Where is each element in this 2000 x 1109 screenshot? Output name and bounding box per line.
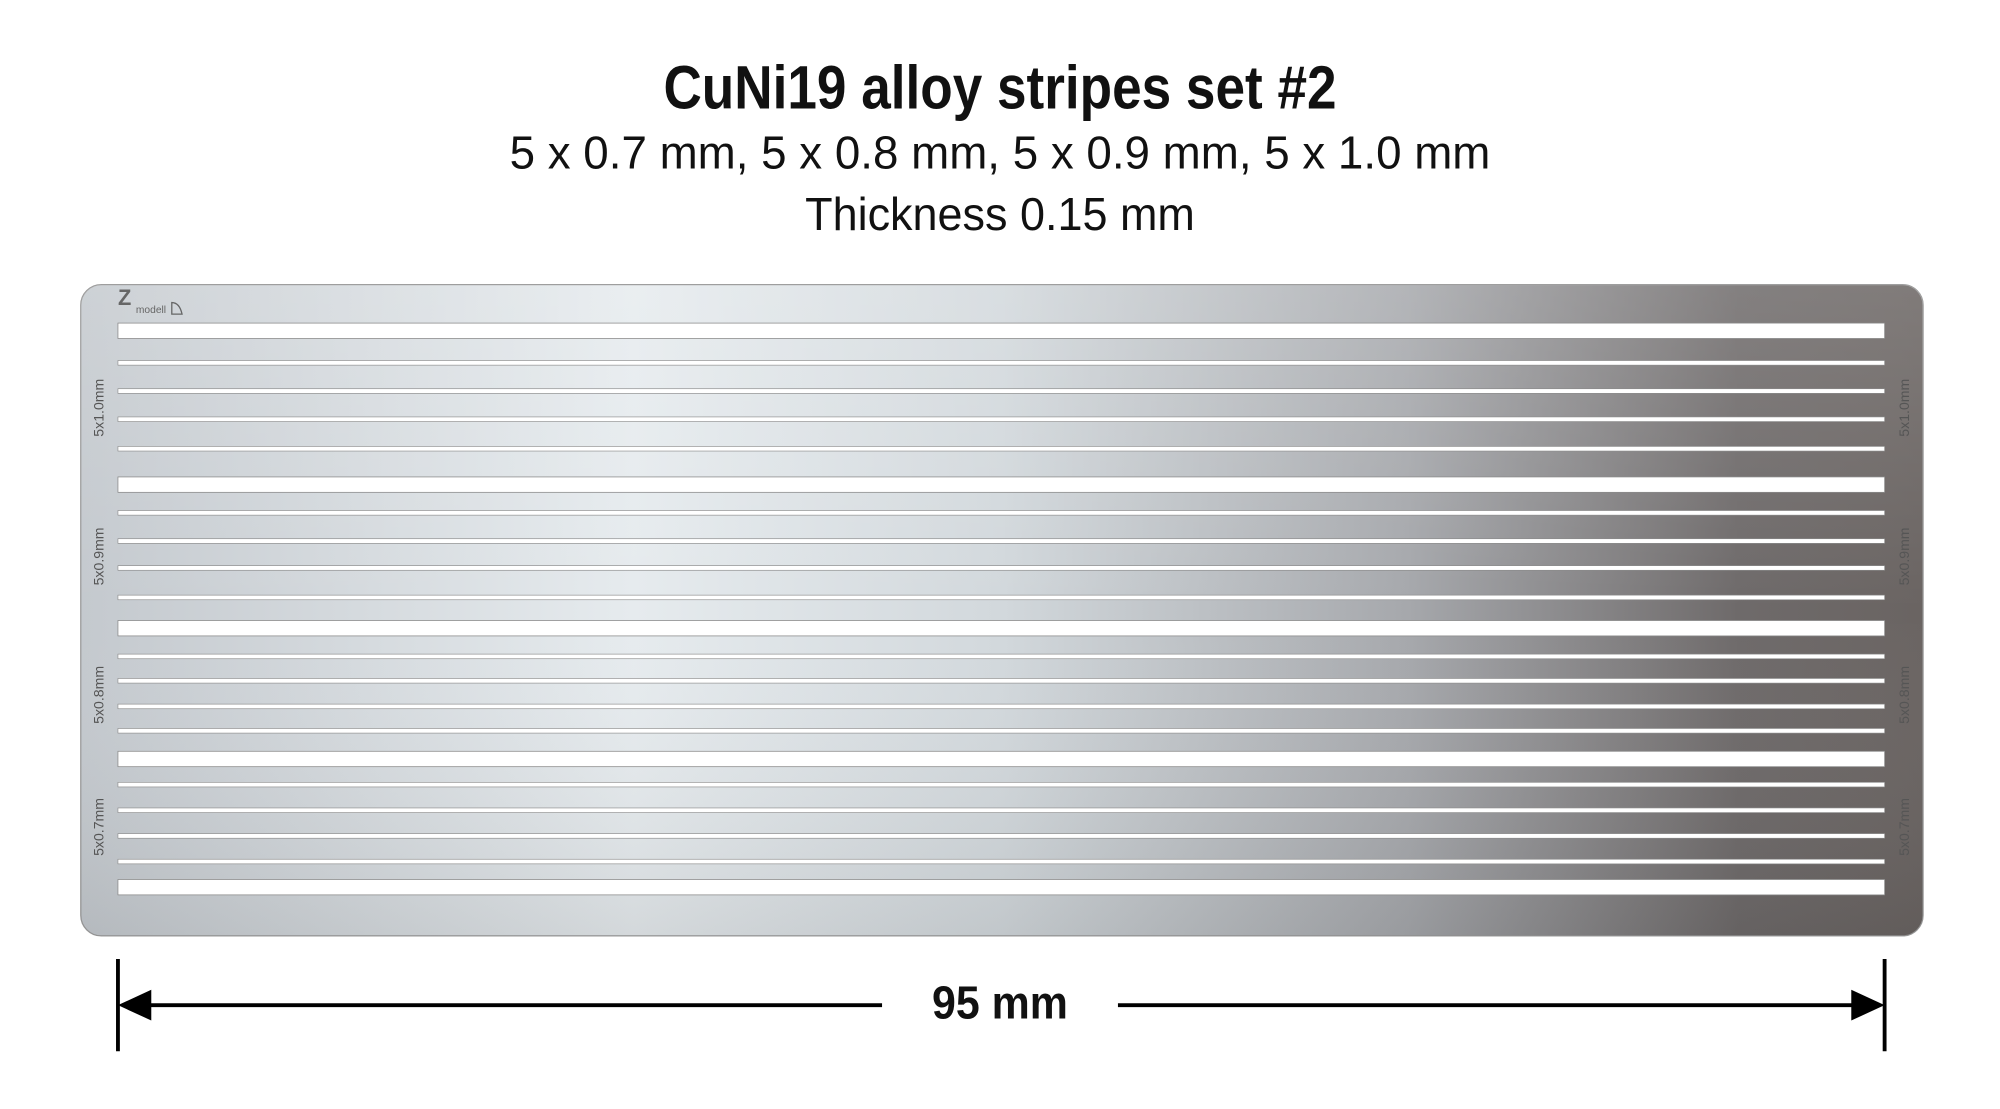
slit <box>117 446 1885 452</box>
subtitle: 5 x 0.7 mm, 5 x 0.8 mm, 5 x 0.9 mm, 5 x … <box>510 127 1491 179</box>
slit <box>117 653 1885 660</box>
metal-plate: Z modell 5x1.0mm 5x1.0mm 5x0.9mm 5x0.9mm 5x0… <box>80 283 1924 937</box>
logo-text: modell <box>136 305 166 316</box>
dim-label: 95 mm <box>932 977 1068 1029</box>
slit <box>117 782 1885 788</box>
logo-mark <box>171 301 183 315</box>
title: CuNi19 alloy stripes set #2 <box>663 54 1336 123</box>
slit <box>117 565 1885 571</box>
slot <box>117 879 1885 896</box>
slit <box>117 703 1885 710</box>
slot <box>117 322 1885 339</box>
slit <box>117 538 1885 544</box>
slot <box>117 476 1885 493</box>
stripe-label-left: 5x0.9mm <box>91 527 107 585</box>
slit <box>117 510 1885 516</box>
arrowhead <box>1851 989 1885 1021</box>
slit <box>117 833 1885 839</box>
slit <box>117 360 1885 366</box>
stripe-label-right: 5x0.9mm <box>1896 527 1912 585</box>
stripe-label-left: 5x1.0mm <box>91 379 107 437</box>
stripe-label-right: 5x0.8mm <box>1896 666 1912 724</box>
slit <box>117 728 1885 734</box>
stripe-label-left: 5x0.8mm <box>91 666 107 724</box>
slit <box>117 678 1885 684</box>
logo-z: Z <box>118 285 131 310</box>
stripe-label-right: 5x0.7mm <box>1896 798 1912 856</box>
dimension: 95 mm <box>116 958 1887 1052</box>
slit <box>117 807 1885 813</box>
slot <box>117 750 1885 768</box>
thickness: Thickness 0.15 mm <box>805 188 1195 240</box>
slit <box>117 416 1885 422</box>
slit <box>117 858 1885 865</box>
stripe-label-right: 5x1.0mm <box>1896 379 1912 437</box>
arrowhead <box>117 989 152 1021</box>
slot <box>117 620 1885 637</box>
slit <box>117 594 1885 601</box>
slit <box>117 388 1885 394</box>
stripe-label-left: 5x0.7mm <box>91 798 107 856</box>
